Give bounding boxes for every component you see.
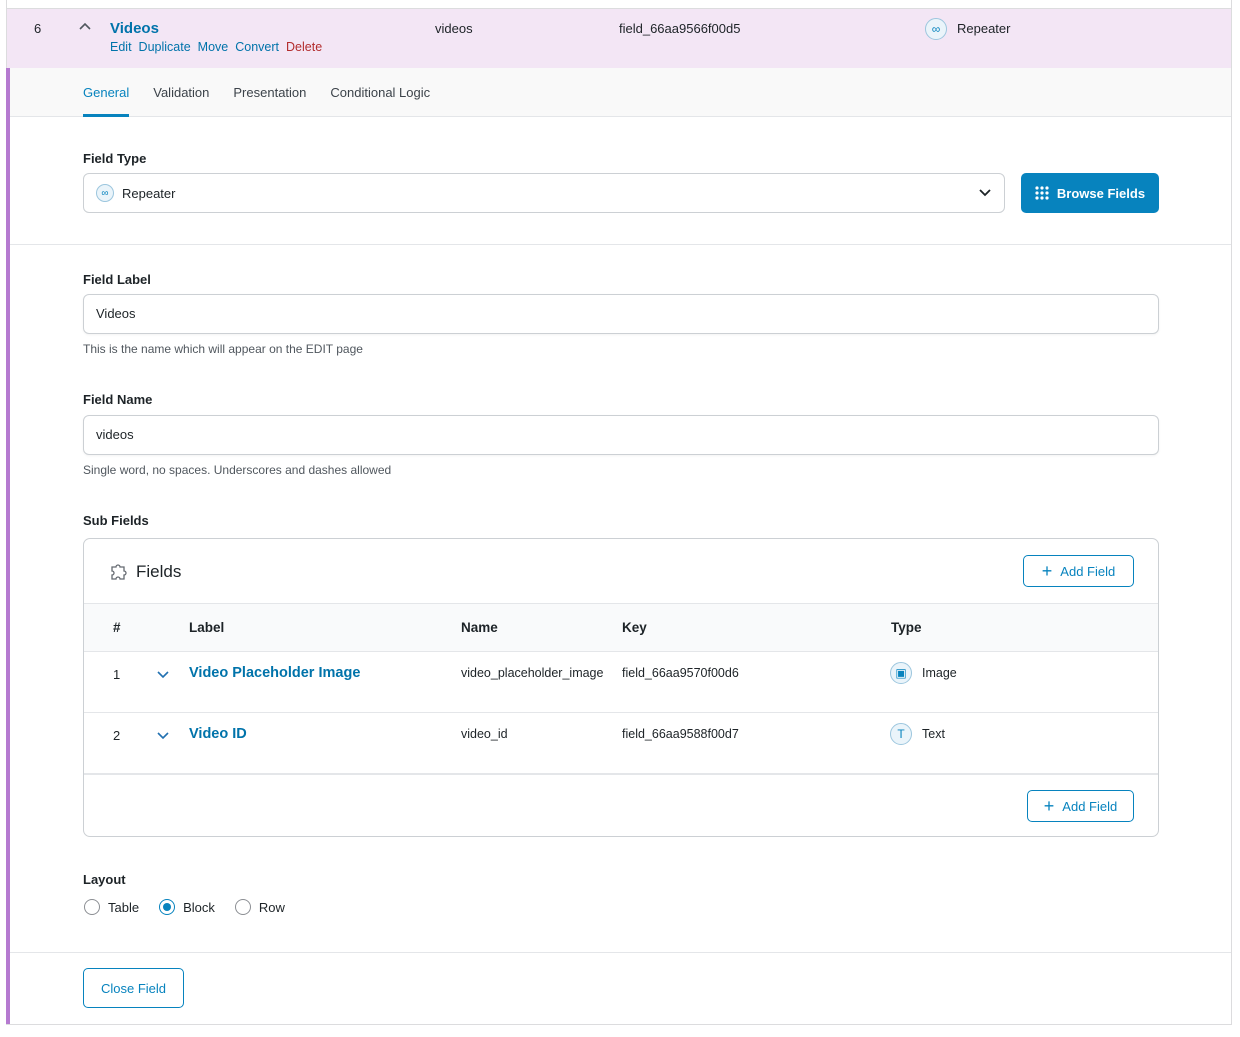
- field-row: [7, 8, 1231, 68]
- field-label-link[interactable]: Videos: [110, 20, 159, 37]
- column-header: Key: [622, 620, 647, 635]
- label: Sub Fields: [83, 513, 149, 528]
- separator: [84, 774, 1158, 775]
- tab-bar: [10, 68, 1231, 117]
- label: Field Name: [83, 392, 153, 407]
- column-header: #: [113, 620, 121, 635]
- label: Layout: [83, 872, 126, 887]
- close-field-button[interactable]: Close Field: [83, 968, 184, 1008]
- box-title: Fields: [136, 562, 182, 581]
- radio[interactable]: [84, 899, 100, 915]
- collapse-icon[interactable]: [79, 22, 91, 32]
- radio-label: Block: [183, 899, 215, 915]
- button-text: Browse Fields: [1056, 185, 1146, 201]
- table-header: [84, 603, 1158, 652]
- radio-option[interactable]: Block: [159, 899, 215, 915]
- type-icon: ∞: [925, 18, 947, 40]
- help-text: This is the name which will appear on th…: [83, 342, 363, 356]
- sub-field-label[interactable]: Video ID: [189, 726, 247, 742]
- type-icon: ∞: [96, 184, 114, 202]
- sub-fields-box: Fields + Add Field # Label Name Key Type 1 Vid…: [83, 538, 1159, 837]
- sub-field-name: video_id: [461, 727, 508, 741]
- column-header: Name: [461, 620, 498, 635]
- radio-label: Row: [258, 899, 285, 915]
- field-key: field_66aa9566f00d5: [619, 21, 741, 36]
- row-actions: Edit Duplicate Move Convert Delete: [110, 40, 322, 54]
- action-link[interactable]: Move: [197, 40, 229, 54]
- type-select[interactable]: ∞ Repeater: [83, 173, 1005, 213]
- dropdown-icon: [979, 189, 991, 197]
- expand-icon[interactable]: [157, 668, 169, 683]
- grid-icon: [1035, 186, 1049, 200]
- layout-options: Table Block Row: [84, 899, 285, 915]
- tab[interactable]: Validation: [153, 85, 210, 100]
- button-text: Add Field: [1062, 798, 1118, 814]
- action-link[interactable]: Edit: [110, 40, 132, 54]
- browse-fields-button[interactable]: Browse Fields: [1021, 173, 1159, 213]
- separator: [10, 952, 1231, 953]
- radio-option[interactable]: Table: [84, 899, 139, 915]
- sub-field-key: field_66aa9570f00d6: [622, 666, 739, 680]
- radio[interactable]: [159, 899, 176, 915]
- column-header: Label: [189, 620, 225, 635]
- select-value: Repeater: [122, 185, 176, 201]
- action-link[interactable]: Duplicate: [138, 40, 191, 54]
- label-input[interactable]: Videos: [83, 294, 1159, 334]
- type-icon: T: [890, 723, 912, 745]
- label: Field Label: [83, 272, 151, 287]
- sub-field-type: Image: [922, 666, 957, 680]
- name-input[interactable]: videos: [83, 415, 1159, 455]
- separator: [10, 244, 1231, 245]
- field-container: [6, 0, 1232, 1025]
- type-icon: ▣: [890, 662, 912, 684]
- tab[interactable]: General: [83, 68, 130, 117]
- order: 1: [113, 667, 121, 682]
- sub-field-name: video_placeholder_image: [461, 666, 604, 680]
- field-type: Repeater: [957, 21, 1011, 36]
- sub-field-row: 1 Video Placeholder Image video_placeholde…: [84, 652, 1158, 713]
- button-text: Add Field: [1060, 563, 1116, 579]
- sub-field-row: 2 Video ID video_id field_66aa9588f00d7 T Tex…: [84, 713, 1158, 774]
- puzzle-icon: [111, 564, 127, 580]
- add-field-button[interactable]: + Add Field: [1027, 790, 1134, 822]
- sub-field-key: field_66aa9588f00d7: [622, 727, 739, 741]
- help-text: Single word, no spaces. Underscores and …: [83, 463, 392, 477]
- label: Field Type: [83, 151, 147, 166]
- tab[interactable]: Conditional Logic: [330, 85, 431, 100]
- expand-icon[interactable]: [157, 729, 169, 744]
- action-link[interactable]: Delete: [286, 40, 323, 54]
- add-field-button[interactable]: + Add Field: [1023, 555, 1134, 587]
- tabs: General Validation Presentation Conditional…: [83, 68, 430, 117]
- field-order: 6: [34, 21, 42, 36]
- column-header: Type: [891, 620, 922, 635]
- tab[interactable]: Presentation: [233, 85, 307, 100]
- sub-field-label[interactable]: Video Placeholder Image: [189, 665, 361, 681]
- order: 2: [113, 728, 121, 743]
- action-link[interactable]: Convert: [235, 40, 280, 54]
- radio-option[interactable]: Row: [234, 899, 285, 915]
- field-name: videos: [435, 21, 473, 36]
- sub-field-type: Text: [922, 727, 945, 741]
- radio-label: Table: [108, 899, 140, 915]
- radio[interactable]: [234, 899, 251, 915]
- active-bar: [6, 68, 10, 1024]
